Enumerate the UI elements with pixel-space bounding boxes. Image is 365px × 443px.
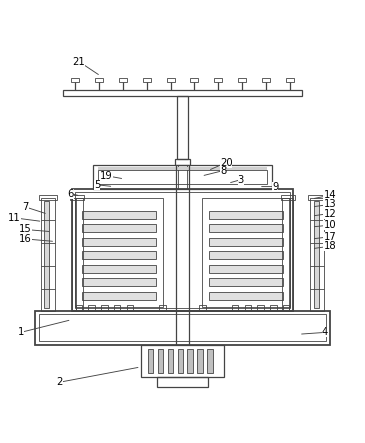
Bar [238, 78, 246, 82]
Text: 16: 16 [19, 234, 32, 244]
Bar [82, 224, 156, 232]
Bar [72, 198, 82, 311]
Text: 1: 1 [18, 327, 24, 338]
Bar [158, 350, 163, 373]
Bar [74, 192, 291, 308]
Bar [209, 224, 283, 232]
Bar [286, 78, 294, 82]
Bar [95, 78, 103, 82]
Bar [82, 291, 156, 299]
Text: 5: 5 [94, 180, 100, 190]
Bar [143, 78, 151, 82]
Bar [262, 78, 270, 82]
Bar [209, 210, 283, 219]
Bar [209, 251, 283, 259]
Bar [39, 314, 326, 342]
Bar [214, 78, 222, 82]
Bar [245, 306, 251, 311]
Bar [44, 201, 49, 308]
Bar [98, 170, 267, 184]
Text: 14: 14 [323, 190, 336, 200]
Bar [82, 264, 156, 272]
Bar [209, 264, 283, 272]
Text: 13: 13 [323, 199, 336, 210]
Text: 7: 7 [22, 202, 28, 212]
Bar [75, 198, 162, 307]
Bar [88, 306, 95, 311]
Bar [119, 78, 127, 82]
Text: 19: 19 [100, 171, 112, 181]
Bar [62, 90, 303, 96]
Text: 10: 10 [323, 220, 336, 230]
Text: 3: 3 [238, 175, 244, 185]
Text: 12: 12 [323, 209, 336, 218]
Bar [76, 306, 82, 311]
Bar [175, 159, 190, 165]
Bar [82, 237, 156, 246]
Bar [72, 189, 293, 311]
Text: 18: 18 [323, 241, 336, 251]
Bar [283, 306, 289, 311]
Bar [191, 78, 199, 82]
Bar [159, 306, 166, 311]
Bar [127, 306, 133, 311]
Bar [203, 198, 290, 307]
Bar [310, 198, 324, 311]
Text: 20: 20 [220, 158, 233, 167]
Bar [209, 278, 283, 286]
Bar [209, 237, 283, 246]
Bar [114, 306, 120, 311]
Bar [168, 350, 173, 373]
Text: 17: 17 [323, 232, 336, 242]
Bar [257, 306, 264, 311]
Bar [101, 306, 108, 311]
Bar [157, 377, 208, 387]
Text: 4: 4 [322, 327, 328, 338]
Bar [98, 167, 267, 170]
Bar [177, 96, 188, 159]
Text: 21: 21 [73, 57, 85, 66]
Bar [207, 350, 212, 373]
Text: 9: 9 [272, 182, 278, 191]
Bar [39, 195, 57, 200]
Bar [166, 78, 174, 82]
Text: 6: 6 [67, 189, 74, 198]
Bar [82, 210, 156, 219]
Bar [82, 278, 156, 286]
Text: 11: 11 [8, 213, 21, 223]
Bar [232, 306, 238, 311]
Bar [148, 350, 153, 373]
Bar [41, 198, 55, 311]
Bar [141, 345, 224, 377]
Bar [283, 198, 293, 311]
Bar [70, 195, 84, 200]
Text: 2: 2 [57, 377, 63, 387]
Bar [93, 165, 272, 189]
Bar [82, 251, 156, 259]
Bar [308, 195, 326, 200]
Bar [199, 306, 206, 311]
Bar [177, 350, 183, 373]
Bar [209, 291, 283, 299]
Bar [35, 311, 330, 345]
Bar [197, 350, 203, 373]
Text: 8: 8 [220, 166, 226, 175]
Bar [71, 78, 79, 82]
Bar [281, 195, 295, 200]
Bar [188, 350, 193, 373]
Bar [270, 306, 277, 311]
Bar [314, 201, 319, 308]
Text: 15: 15 [19, 225, 32, 234]
